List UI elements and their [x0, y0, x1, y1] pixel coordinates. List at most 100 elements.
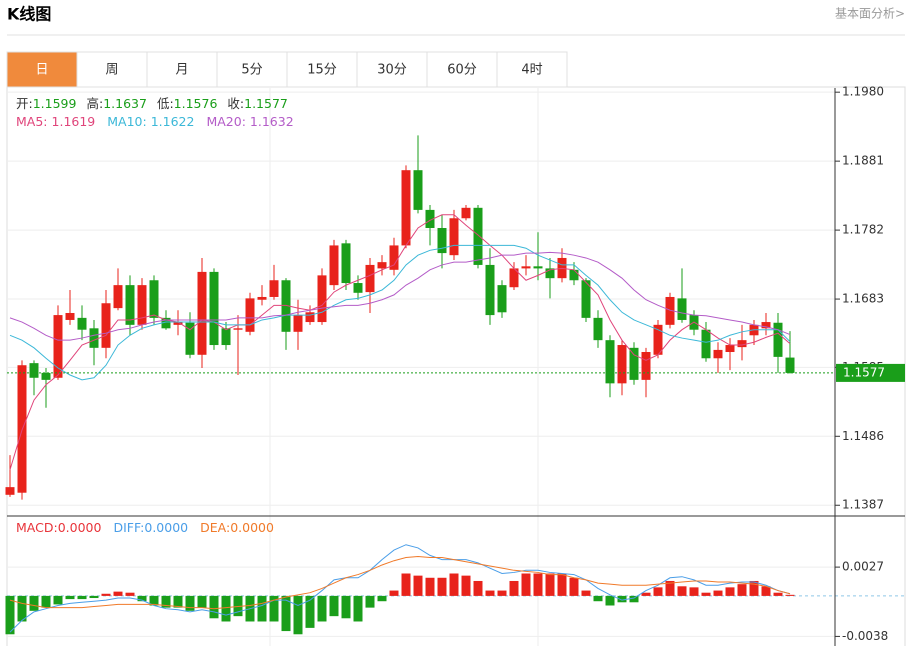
candle-body [701, 329, 711, 359]
line-series [9, 214, 791, 470]
candle-body [389, 245, 399, 270]
candle-body [125, 285, 135, 325]
candle-body [569, 269, 579, 281]
candle-body [305, 312, 315, 323]
y-tick-label: 1.1683 [842, 292, 884, 306]
candle-body [761, 322, 771, 329]
macd-bar [641, 592, 651, 596]
macd-bar [77, 595, 87, 600]
ohlc-value: 1.1576 [174, 96, 218, 111]
macd-bar [581, 590, 591, 596]
ohlc-label: 收: [227, 96, 244, 111]
candle-body [185, 322, 195, 355]
macd-bar [533, 573, 543, 596]
candle-body [401, 170, 411, 246]
tab-label[interactable]: 月 [175, 63, 188, 78]
macd-bar [665, 580, 675, 596]
candle-body [365, 264, 375, 293]
macd-bar [689, 587, 699, 596]
legend-value: 0.0000 [230, 520, 274, 535]
last-price-label: 1.1577 [843, 365, 885, 379]
line-series [9, 251, 791, 341]
chart-frame [6, 86, 906, 646]
macd-bar [125, 592, 135, 596]
candle-body [353, 283, 363, 293]
candle-body [149, 280, 159, 318]
macd-bar [461, 575, 471, 596]
legend-name: MACD: [16, 520, 58, 535]
macd-bar [437, 577, 447, 596]
macd-bar [521, 573, 531, 596]
macd-bar [17, 595, 27, 622]
candle-body [425, 209, 435, 229]
macd-bar [269, 595, 279, 622]
candle-body [617, 345, 627, 384]
macd-bar [761, 586, 771, 596]
candle-body [641, 352, 651, 380]
candle-body [5, 487, 15, 495]
macd-bar [209, 595, 219, 619]
candle-body [257, 296, 267, 300]
macd-bar [101, 593, 111, 596]
candle-body [341, 243, 351, 284]
candle-body [605, 340, 615, 384]
macd-bar [785, 594, 795, 596]
tab-label[interactable]: 周 [105, 63, 118, 78]
page-title: K线图 [7, 5, 51, 24]
tab-label[interactable]: 5分 [241, 63, 262, 78]
tab[interactable] [286, 51, 358, 88]
macd-legend: MACD:0.0000 DIFF:0.0000 DEA:0.0000 [16, 520, 274, 535]
legend-name: MA10: [107, 114, 146, 129]
macd-bar [413, 575, 423, 596]
candle-body [53, 315, 63, 378]
candle-body [293, 315, 303, 332]
macd-bar [89, 595, 99, 599]
legend-value: 1.1622 [151, 114, 195, 129]
candle-body [173, 322, 183, 325]
macd-bar [629, 595, 639, 603]
tab[interactable] [426, 51, 498, 88]
candle-body [329, 245, 339, 286]
tab-label[interactable]: 30分 [377, 63, 407, 78]
macd-bar [701, 592, 711, 596]
candle-body [221, 328, 231, 346]
macd-bar [377, 595, 387, 602]
fundamentals-link[interactable]: 基本面分析> [835, 7, 905, 21]
macd-bar [185, 595, 195, 611]
ohlc-info: 开:1.1599 高:1.1637 低:1.1576 收:1.1577 [16, 96, 288, 111]
tab[interactable] [216, 51, 288, 88]
macd-bar [677, 586, 687, 596]
ohlc-label: 高: [86, 96, 103, 111]
macd-bar [29, 595, 39, 611]
tab[interactable] [356, 51, 428, 88]
candle-body [665, 296, 675, 325]
macd-bar [425, 577, 435, 596]
tab-label[interactable]: 日 [35, 63, 48, 78]
candle-body [545, 268, 555, 279]
last-price-box [836, 363, 905, 382]
tab[interactable] [6, 51, 78, 88]
legend-value: 1.1619 [52, 114, 96, 129]
macd-bar [65, 595, 75, 600]
macd-bar [569, 577, 579, 596]
candle-body [449, 218, 459, 256]
candle-body [41, 372, 51, 380]
macd-bar [173, 595, 183, 608]
y-tick-label: 0.0027 [842, 560, 884, 574]
candle-body [377, 262, 387, 269]
tab[interactable] [146, 51, 218, 88]
macd-bar [41, 595, 51, 608]
tab-label[interactable]: 4时 [521, 63, 542, 78]
macd-bar [197, 595, 207, 608]
macd-bar [329, 595, 339, 617]
y-tick-label: 1.1387 [842, 498, 884, 512]
tab[interactable] [496, 51, 568, 88]
candle-body [713, 349, 723, 359]
tab[interactable] [76, 51, 148, 88]
candle-body [233, 328, 243, 330]
candle-body [245, 298, 255, 332]
macd-bar [317, 595, 327, 622]
candle-body [161, 317, 171, 329]
tab-label[interactable]: 60分 [447, 63, 477, 78]
tab-label[interactable]: 15分 [307, 63, 337, 78]
